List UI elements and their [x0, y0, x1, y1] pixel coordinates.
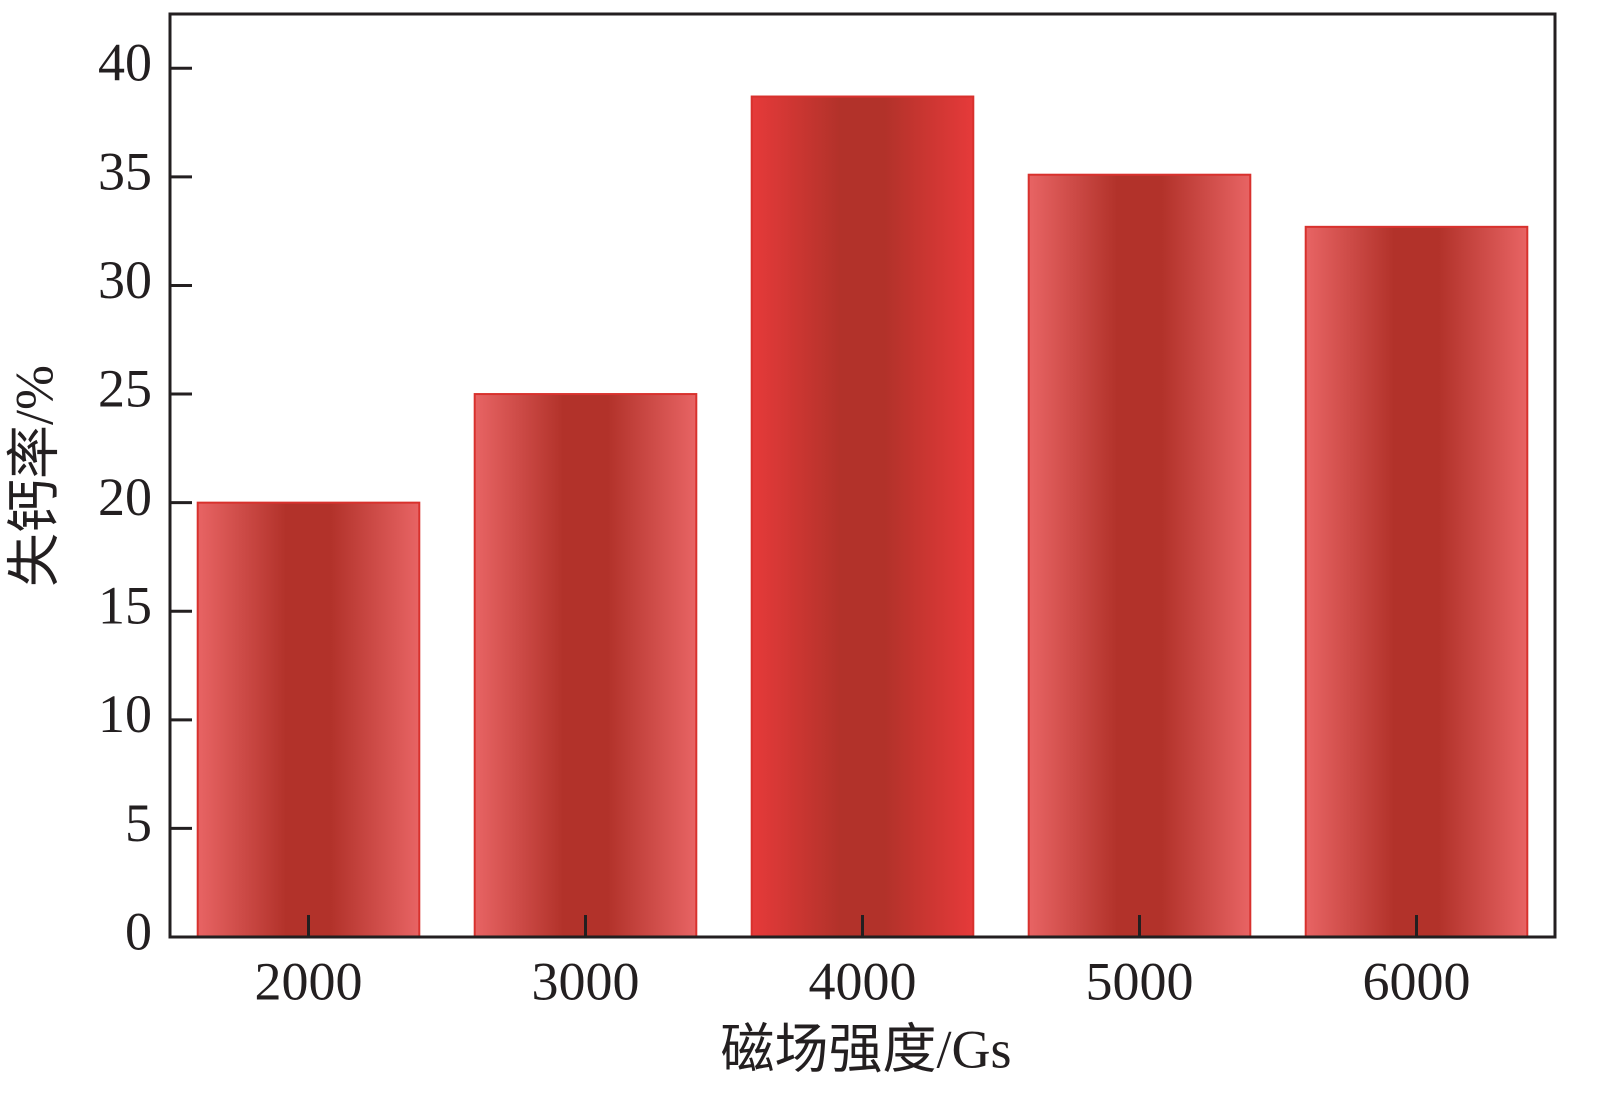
bars	[196, 95, 1529, 939]
y-tick-label: 35	[98, 141, 152, 201]
bar	[473, 393, 698, 938]
x-tick-label: 4000	[809, 951, 917, 1011]
x-tick-label: 2000	[255, 951, 363, 1011]
y-tick-label: 30	[98, 250, 152, 310]
y-tick-label: 5	[125, 793, 152, 853]
bar	[196, 501, 421, 938]
y-tick-label: 20	[98, 467, 152, 527]
x-tick-label: 5000	[1086, 951, 1194, 1011]
bar	[1304, 225, 1529, 938]
bar	[750, 95, 975, 939]
y-tick-label: 15	[98, 576, 152, 636]
y-tick-label: 10	[98, 684, 152, 744]
y-tick-label: 0	[125, 901, 152, 961]
bar	[1027, 173, 1252, 939]
x-axis-title: 磁场强度/Gs	[720, 1019, 1011, 1079]
x-tick-label: 6000	[1363, 951, 1471, 1011]
y-tick-label: 25	[98, 358, 152, 418]
y-axis-title: 失钙率/%	[4, 365, 64, 587]
x-tick-label: 3000	[532, 951, 640, 1011]
y-tick-label: 40	[98, 33, 152, 93]
